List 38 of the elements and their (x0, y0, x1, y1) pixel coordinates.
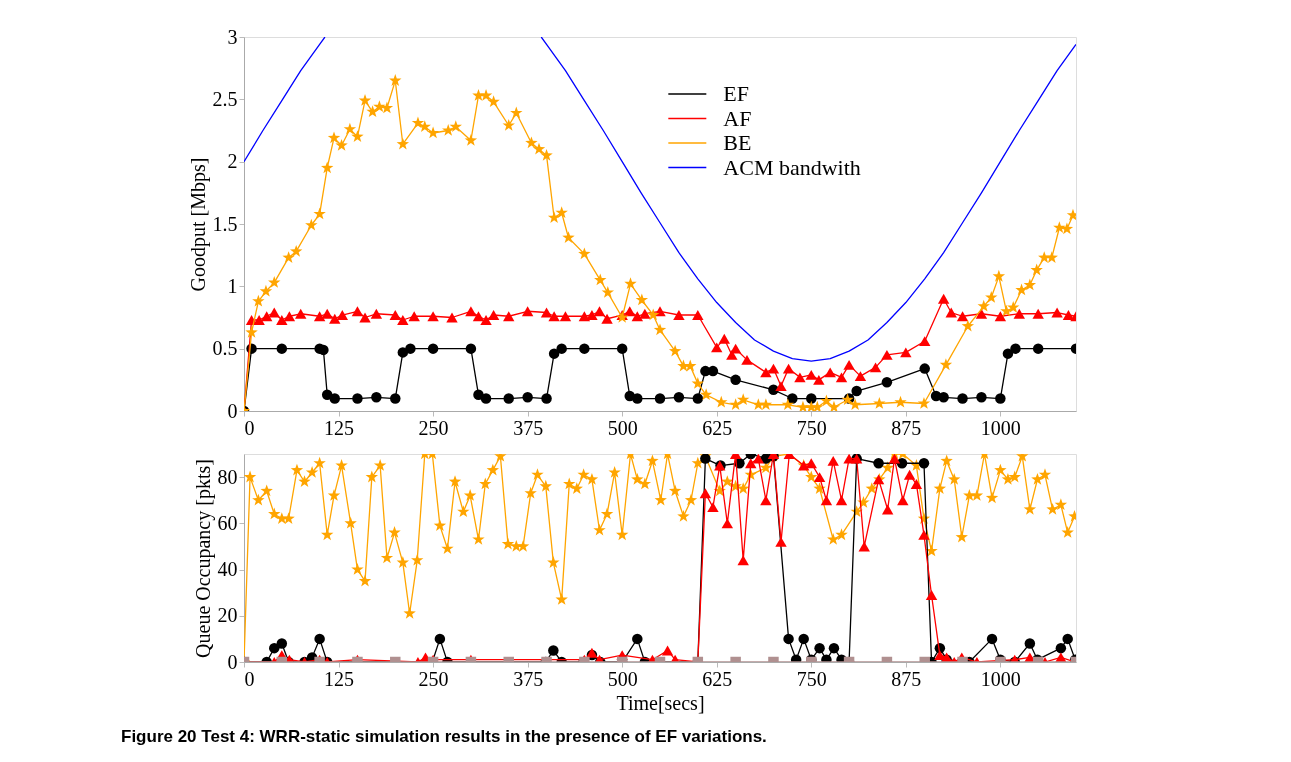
y-tick-label: 80 (217, 465, 238, 488)
x-tick-label: 500 (607, 667, 638, 690)
y-axis-title: Queue Occupancy [pkts] (191, 459, 215, 658)
x-tick-label: 250 (418, 667, 449, 690)
x-tick-label: 250 (418, 416, 449, 439)
x-tick-label: 500 (607, 416, 638, 439)
y-tick-label: 40 (217, 558, 238, 581)
x-tick-label: 750 (796, 416, 827, 439)
x-tick-label: 0 (244, 416, 255, 439)
x-tick-label: 625 (702, 667, 733, 690)
y-tick-label: 0 (227, 399, 238, 422)
x-tick-label: 125 (324, 667, 355, 690)
x-tick-label: 1000 (980, 667, 1021, 690)
legend-label: ACM bandwith (723, 154, 861, 180)
y-tick-label: 0 (227, 650, 238, 673)
caption: Figure 20 Test 4: WRR-static simulation results in the presence of EF variations. (121, 727, 767, 746)
x-axis-title: Time[secs] (616, 691, 705, 714)
y-axis-title: Goodput [Mbps] (186, 157, 210, 292)
x-tick-label: 750 (796, 667, 827, 690)
y-tick-label: 20 (217, 604, 238, 627)
y-tick-label: 1 (227, 274, 238, 297)
legend-label: AF (723, 105, 752, 131)
x-tick-label: 375 (513, 416, 544, 439)
x-tick-label: 875 (891, 416, 922, 439)
y-tick-label: 1.5 (212, 212, 238, 235)
y-tick-label: 2 (227, 150, 238, 173)
x-tick-label: 375 (513, 667, 544, 690)
legend-label: BE (723, 130, 752, 155)
x-tick-label: 875 (891, 667, 922, 690)
x-tick-label: 0 (244, 667, 255, 690)
x-tick-label: 625 (702, 416, 733, 439)
y-tick-label: 60 (217, 511, 238, 534)
legend-label: EF (723, 81, 750, 106)
y-tick-label: 0.5 (212, 337, 238, 360)
x-tick-label: 125 (324, 416, 355, 439)
y-tick-label: 2.5 (212, 87, 238, 110)
y-tick-label: 3 (227, 25, 238, 48)
x-tick-label: 1000 (980, 416, 1021, 439)
